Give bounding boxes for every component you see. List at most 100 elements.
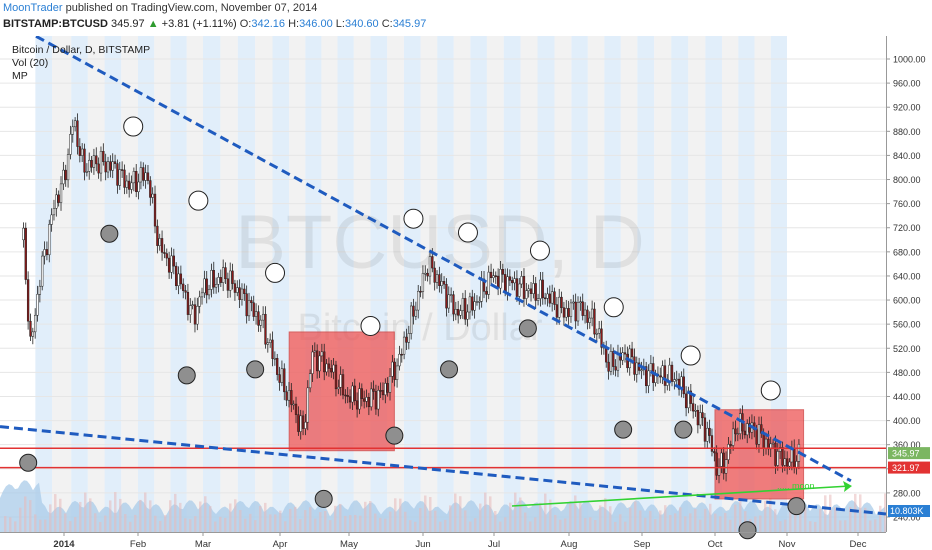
candle-body — [722, 452, 725, 474]
candle-body — [579, 301, 582, 303]
cycle-circle-grey[interactable] — [674, 420, 693, 439]
candle-body — [313, 350, 316, 353]
volume-bar — [39, 519, 42, 532]
cycle-circle-grey[interactable] — [100, 224, 119, 243]
candle-body — [795, 461, 798, 468]
cycle-circle-white[interactable] — [457, 222, 478, 243]
candle-body — [793, 447, 796, 468]
cycle-circle-white[interactable] — [123, 116, 144, 137]
candle-body — [499, 268, 502, 289]
candle-body — [424, 272, 427, 275]
candle-body — [473, 301, 476, 311]
cycle-circle-grey[interactable] — [518, 319, 537, 338]
candle-body — [663, 365, 667, 386]
volume-bar — [844, 520, 847, 532]
cycle-circle-grey[interactable] — [177, 366, 196, 385]
y-tick-label: 240.00 — [893, 513, 921, 523]
volume-bar — [834, 507, 837, 532]
volume-bar — [854, 493, 857, 532]
candle-body — [706, 427, 709, 442]
candle-body — [316, 350, 319, 372]
cycle-circle-white[interactable] — [760, 380, 781, 401]
cycle-circle-grey[interactable] — [246, 360, 265, 379]
volume-bar — [159, 520, 162, 532]
volume-bar — [524, 512, 527, 532]
candle-body — [182, 283, 185, 291]
cycle-circle-grey[interactable] — [738, 521, 757, 540]
cycle-circle-white[interactable] — [188, 190, 209, 211]
volume-bar — [529, 521, 532, 532]
watermark-symbol: BTCUSD, D — [235, 200, 645, 285]
candle-body — [710, 435, 714, 452]
trend-line-upper[interactable] — [11, 36, 852, 483]
candle-body — [440, 281, 443, 286]
publish-header: MoonTrader published on TradingView.com,… — [3, 2, 317, 14]
volume-bar — [654, 519, 657, 532]
cycle-circle-white[interactable] — [265, 262, 286, 283]
candle-body — [489, 271, 493, 279]
volume-bar — [249, 513, 252, 532]
session-band — [537, 36, 555, 532]
candle-body — [727, 444, 730, 460]
candle-body — [699, 412, 702, 426]
candle-body — [297, 414, 300, 432]
author-link[interactable]: MoonTrader — [3, 2, 63, 14]
candle-body — [163, 252, 166, 254]
volume-bar — [149, 500, 152, 532]
volume-bar — [579, 502, 582, 532]
candle-body — [177, 273, 180, 287]
candle-body — [219, 277, 222, 283]
cycle-circle-grey[interactable] — [440, 360, 459, 379]
candle-body — [142, 167, 145, 181]
candle-body — [153, 193, 157, 227]
candle-body — [478, 301, 481, 303]
volume-price-label-bg — [888, 505, 930, 517]
candle-body — [666, 382, 669, 386]
candle-body — [572, 301, 575, 304]
volume-bar — [634, 501, 637, 532]
candle-body — [144, 172, 147, 181]
session-gap-band — [554, 36, 572, 532]
candle-body — [412, 305, 415, 317]
cycle-circle-grey[interactable] — [314, 489, 333, 508]
session-band — [470, 36, 487, 532]
candle-body — [581, 301, 584, 316]
candle-body — [560, 296, 563, 308]
candle-body — [771, 442, 775, 445]
cycle-circle-white[interactable] — [403, 208, 424, 229]
candle-body — [692, 403, 695, 412]
volume-bar — [29, 500, 32, 532]
candle-body — [283, 368, 286, 393]
cycle-circle-white[interactable] — [360, 315, 381, 336]
volume-indicator-label[interactable]: Vol (20) — [12, 57, 49, 69]
trend-line-lower[interactable] — [0, 425, 887, 516]
support-price-label: 321.97 — [892, 463, 920, 473]
volume-bar — [294, 506, 297, 532]
candle-body — [252, 302, 255, 317]
candle-body — [118, 169, 121, 186]
volume-bar — [459, 496, 462, 532]
candle-body — [485, 291, 488, 295]
cycle-circle-grey[interactable] — [385, 426, 404, 445]
green-arrow-line[interactable] — [511, 485, 851, 507]
volume-bar — [409, 520, 412, 532]
candle-body — [229, 270, 232, 291]
candle-body — [590, 308, 594, 319]
volume-bar — [789, 511, 792, 532]
cycle-circle-grey[interactable] — [614, 420, 633, 439]
candle-body — [713, 451, 716, 454]
volume-bar — [4, 516, 7, 532]
volume-bar — [739, 500, 742, 532]
mp-indicator-label[interactable]: MP — [12, 70, 28, 82]
candle-body — [673, 379, 676, 382]
volume-bar — [549, 499, 552, 532]
cycle-circle-white[interactable] — [603, 297, 624, 318]
candle-body — [45, 249, 49, 256]
cycle-circle-white[interactable] — [680, 345, 701, 366]
cycle-circle-grey[interactable] — [19, 453, 38, 472]
cycle-circle-grey[interactable] — [787, 497, 806, 516]
candle-body — [137, 181, 140, 193]
cycle-circle-white[interactable] — [529, 240, 550, 261]
candle-body — [306, 387, 309, 423]
